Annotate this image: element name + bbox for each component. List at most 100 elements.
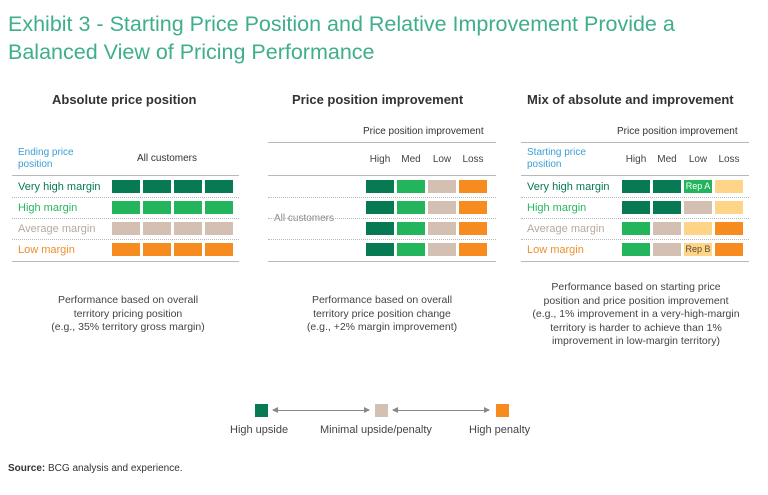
grid-cell: [174, 180, 202, 193]
grid-cell: [715, 201, 743, 214]
row-label-1: High margin: [18, 202, 78, 214]
grid-cell: [622, 222, 650, 235]
description-line: Performance based on overall: [311, 294, 453, 306]
grid-cell: [366, 201, 394, 214]
rep-tag-cell: Rep A: [684, 180, 712, 193]
column-header-med: Med: [401, 154, 421, 165]
row-label-3: Low margin: [527, 244, 584, 256]
column-header-med: Med: [657, 154, 677, 165]
grid-cell: [397, 222, 425, 235]
legend-high-penalty-label: High penalty: [469, 424, 531, 436]
column-header-low: Low: [688, 154, 708, 165]
panel-improvement-top-rule: [268, 175, 496, 176]
row-label-3: Low margin: [18, 244, 75, 256]
panel-mix-description: Performance based on starting price posit…: [520, 281, 752, 349]
description-line: (e.g., 35% territory gross margin): [51, 321, 205, 333]
legend-high-penalty-swatch: [496, 404, 509, 417]
grid-cell: [715, 180, 743, 193]
legend-left-arrow: [272, 407, 370, 413]
grid-cell: [205, 243, 233, 256]
grid-cell: [397, 243, 425, 256]
column-header-high: High: [625, 154, 647, 165]
panel-absolute-bottom-rule: [12, 261, 239, 262]
description-line: territory is harder to achieve than 1%: [550, 321, 722, 334]
row-divider: [521, 218, 749, 219]
legend-minimal-swatch: [375, 404, 388, 417]
panel-mix-title: Mix of absolute and improvement: [527, 92, 734, 107]
grid-cell: [174, 201, 202, 214]
grid-cell: [653, 243, 681, 256]
rep-tag-cell: Rep B: [684, 243, 712, 256]
description-line: position and price position improvement: [543, 294, 729, 307]
grid-cell: [428, 243, 456, 256]
grid-cell: [143, 201, 171, 214]
row-divider: [521, 197, 749, 198]
exhibit-title: Exhibit 3 - Starting Price Position and …: [8, 12, 675, 64]
starting-price-position-label: Starting price position: [527, 147, 586, 170]
column-header-loss: Loss: [718, 154, 740, 165]
row-divider: [12, 239, 239, 240]
grid-cell: [622, 243, 650, 256]
legend-minimal-label: Minimal upside/penalty: [320, 424, 432, 436]
source-note: Source: BCG analysis and experience.: [8, 463, 183, 474]
grid-cell: [459, 180, 487, 193]
grid-cell: [205, 201, 233, 214]
legend-high-upside-label: High upside: [230, 424, 289, 436]
all-customers-header: All customers: [137, 153, 198, 164]
grid-cell: [366, 180, 394, 193]
grid-cell: [112, 201, 140, 214]
panel-mix-bottom-rule: [521, 261, 749, 262]
source-text: BCG analysis and experience.: [48, 463, 183, 474]
grid-cell: [684, 222, 712, 235]
grid-cell: [112, 222, 140, 235]
panel-mix-header-rule: [521, 142, 749, 143]
row-divider: [268, 197, 496, 198]
panel-absolute-title: Absolute price position: [52, 92, 197, 107]
grid-cell: [174, 243, 202, 256]
row-divider: [521, 239, 749, 240]
panel-improvement-description: Performance based on overall territory pr…: [272, 294, 492, 335]
panel-absolute-description: Performance based on overall territory pr…: [18, 294, 238, 335]
row-label-2: Average margin: [527, 223, 605, 235]
grid-cell: [684, 201, 712, 214]
row-label-0: Very high margin: [527, 181, 610, 193]
grid-cell: [715, 222, 743, 235]
row-divider: [268, 218, 496, 219]
row-divider: [12, 197, 239, 198]
description-line: Performance based on starting price: [551, 281, 721, 293]
grid-cell: [459, 201, 487, 214]
grid-cell: [397, 201, 425, 214]
grid-cell: [459, 243, 487, 256]
description-line: (e.g., 1% improvement in a very-high-mar…: [532, 308, 740, 320]
row-label-2: Average margin: [18, 223, 96, 235]
grid-cell: [653, 222, 681, 235]
grid-cell: [112, 180, 140, 193]
column-header-high: High: [369, 154, 391, 165]
grid-cell: [428, 180, 456, 193]
panel-mix-subtitle: Price position improvement: [617, 126, 738, 137]
grid-cell: [397, 180, 425, 193]
row-label-1: High margin: [527, 202, 587, 214]
grid-cell: [428, 201, 456, 214]
grid-cell: [459, 222, 487, 235]
description-line: territory pricing position: [73, 307, 183, 320]
grid-cell: [143, 180, 171, 193]
source-label: Source:: [8, 463, 46, 474]
grid-cell: [143, 222, 171, 235]
row-divider: [12, 218, 239, 219]
legend-high-upside-swatch: [255, 404, 268, 417]
grid-cell: [205, 222, 233, 235]
column-header-loss: Loss: [462, 154, 484, 165]
grid-cell: [622, 201, 650, 214]
ending-price-position-label: Ending price position: [18, 147, 74, 170]
grid-cell: [205, 180, 233, 193]
grid-cell: [715, 243, 743, 256]
column-header-low: Low: [432, 154, 452, 165]
panel-improvement-header-rule: [268, 142, 496, 143]
panel-mix-top-rule: [521, 175, 749, 176]
description-line: Performance based on overall: [57, 294, 199, 306]
grid-cell: [174, 222, 202, 235]
legend-right-arrow: [392, 407, 490, 413]
grid-cell: [112, 243, 140, 256]
description-line: territory price position change: [313, 307, 451, 320]
